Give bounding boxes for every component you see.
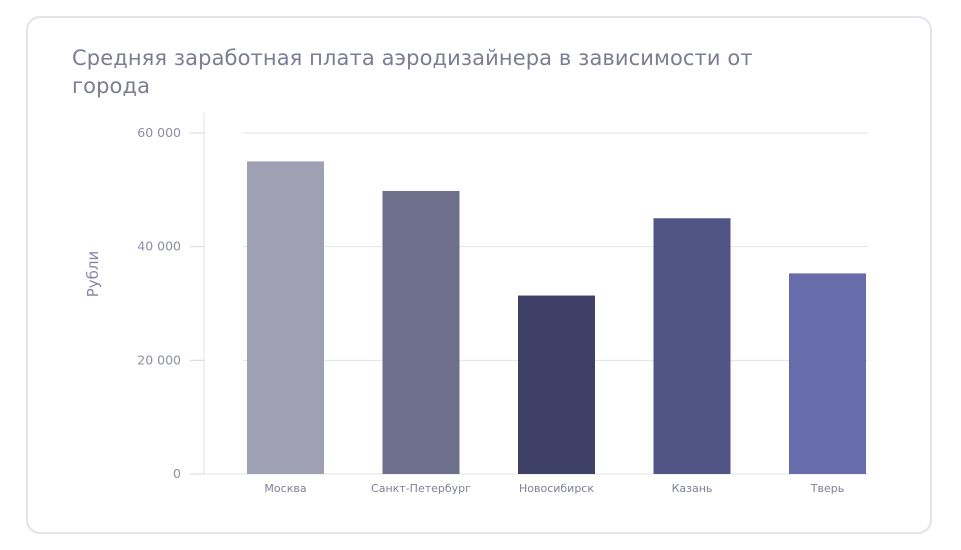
x-tick-label: Тверь — [810, 482, 844, 495]
y-axis-title: Рубли — [84, 251, 102, 298]
bar — [382, 190, 460, 474]
bars — [247, 161, 866, 474]
bar — [247, 161, 324, 474]
y-tick-label: 20 000 — [137, 352, 181, 367]
x-axis: Москва Санкт-Петербург Новосибирск Казань Тв… — [264, 482, 844, 495]
y-axis: 0 20 000 40 000 60 000 — [137, 113, 205, 481]
y-tick-label: 40 000 — [137, 239, 181, 254]
y-tick-label: 0 — [173, 466, 181, 481]
y-tick-label: 60 000 — [137, 125, 181, 140]
chart-card — [26, 16, 932, 534]
bar — [789, 273, 866, 474]
x-tick-label: Новосибирск — [519, 482, 594, 495]
x-tick-label: Казань — [672, 482, 713, 495]
bar — [518, 295, 595, 474]
chart-title: Средняя заработная плата аэродизайнера в… — [72, 46, 753, 98]
x-tick-label: Санкт-Петербург — [371, 482, 471, 495]
bar — [653, 218, 731, 474]
x-tick-label: Москва — [264, 482, 306, 495]
